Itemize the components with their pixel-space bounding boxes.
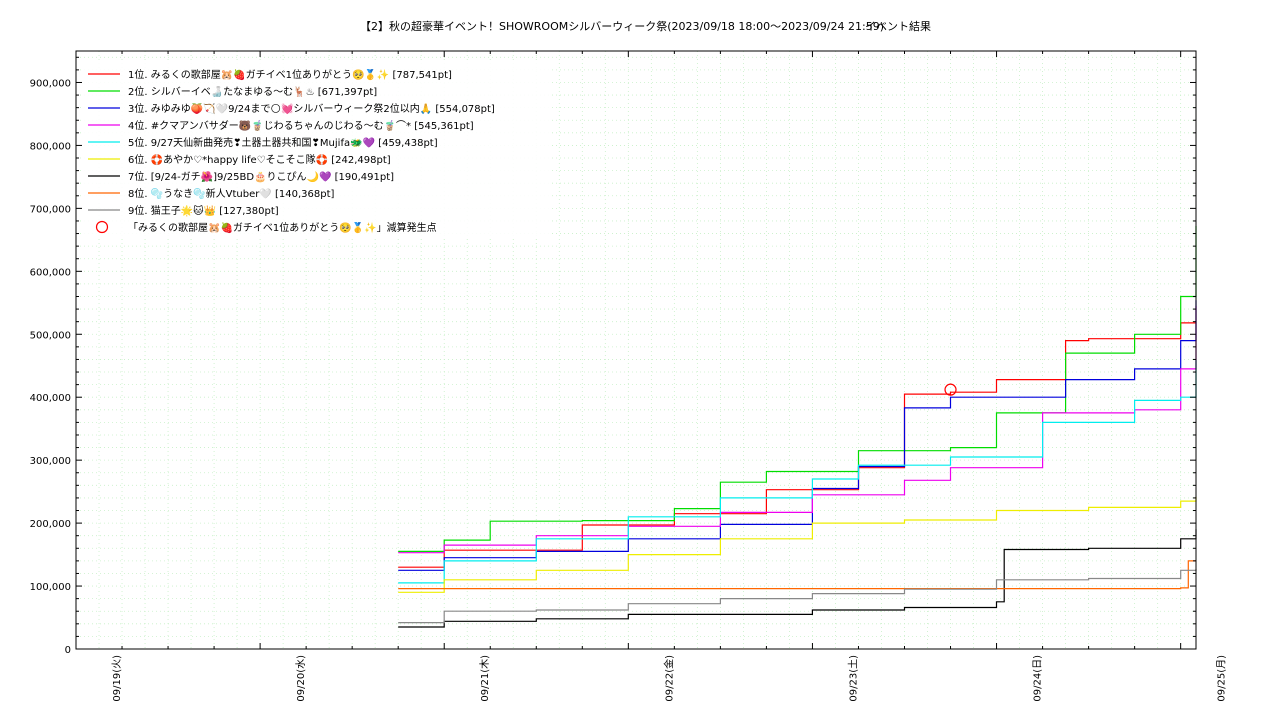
series-line [398, 569, 1197, 624]
chart-subtitle: イベント結果 [865, 19, 931, 33]
plot-frame [75, 50, 1197, 650]
series-line [398, 560, 1196, 590]
legend-label: 8位. 🫧うなき🫧新人Vtuber🤍 [140,368pt] [128, 187, 334, 200]
legend-label: 7位. [9/24-ガチ🌺]9/25BD🎂りこぴん🌙💜 [190,491pt] [128, 170, 394, 183]
chart-title: 【2】秋の超豪華イベント！SHOWROOMシルバーウィーク祭(2023/09/1… [360, 19, 884, 33]
y-tick-label: 900,000 [30, 78, 71, 89]
y-tick-label: 200,000 [30, 519, 71, 530]
series-line [398, 360, 1197, 584]
y-tick-label: 600,000 [30, 267, 71, 278]
legend-label: 5位. 9/27天仙新曲発売❣土器土器共和国❣Mujifa🐲💜 [459,438… [128, 136, 438, 149]
x-tick-label: 09/21(木) [479, 655, 491, 702]
x-tick-label: 09/19(火) [111, 655, 123, 702]
grid-layer [76, 51, 1196, 649]
legend-marker-circle [95, 220, 109, 234]
y-tick-label: 0 [65, 645, 71, 656]
x-tick-label: 09/24(日) [1033, 655, 1044, 702]
y-tick-label: 500,000 [30, 330, 71, 341]
legend-label: 3位. みゆみゆ🍑🏹🤍9/24まで🌕💓シルバーウィーク祭2位以内🙏 [554,0… [128, 102, 495, 115]
legend-annotation-label: 「みるくの歌部屋🐹🍓ガチイベ1位ありがとう🥺🥇✨」減算発生点 [128, 221, 437, 234]
series-layer [398, 226, 1197, 628]
y-tick-label: 100,000 [30, 582, 71, 593]
decrement-marker [944, 383, 957, 396]
legend: 1位. みるくの歌部屋🐹🍓ガチイベ1位ありがとう🥺🥇✨ [787,541pt] 2… [82, 62, 552, 238]
y-tick-label: 400,000 [30, 393, 71, 404]
legend-label: 6位. 🛟あやか♡*happy life♡そこそこ隊🛟 [242,498pt] [128, 153, 391, 166]
legend-label: 9位. 猫王子🌟🐱👑 [127,380pt] [128, 204, 279, 217]
x-tick-label: 09/20(水) [295, 655, 307, 702]
legend-label: 2位. シルバーイベ🍶たなまゆる〜む🦌♨ [671,397pt] [128, 85, 377, 98]
legend-background [82, 62, 552, 238]
series-line [398, 226, 1197, 552]
series-line [398, 529, 1197, 628]
x-tick-label: 09/25(月) [1216, 655, 1228, 702]
series-line [398, 496, 1197, 593]
x-tick-label: 09/22(金) [662, 655, 675, 702]
y-tick-label: 300,000 [30, 456, 71, 467]
legend-label: 4位. #クマアンバサダー🐻🧋じわるちゃんのじわる～む🧋⌒* [545,361p… [128, 119, 474, 132]
axes-layer: 0 100,000 200,000 300,000 400,000 500,000 600,… [30, 50, 1228, 702]
legend-label: 1位. みるくの歌部屋🐹🍓ガチイベ1位ありがとう🥺🥇✨ [787,541pt] [128, 68, 452, 81]
series-line [398, 305, 1197, 554]
y-tick-label: 800,000 [30, 141, 71, 152]
x-tick-label: 09/23(土) [846, 655, 859, 702]
y-tick-label: 700,000 [30, 204, 71, 215]
